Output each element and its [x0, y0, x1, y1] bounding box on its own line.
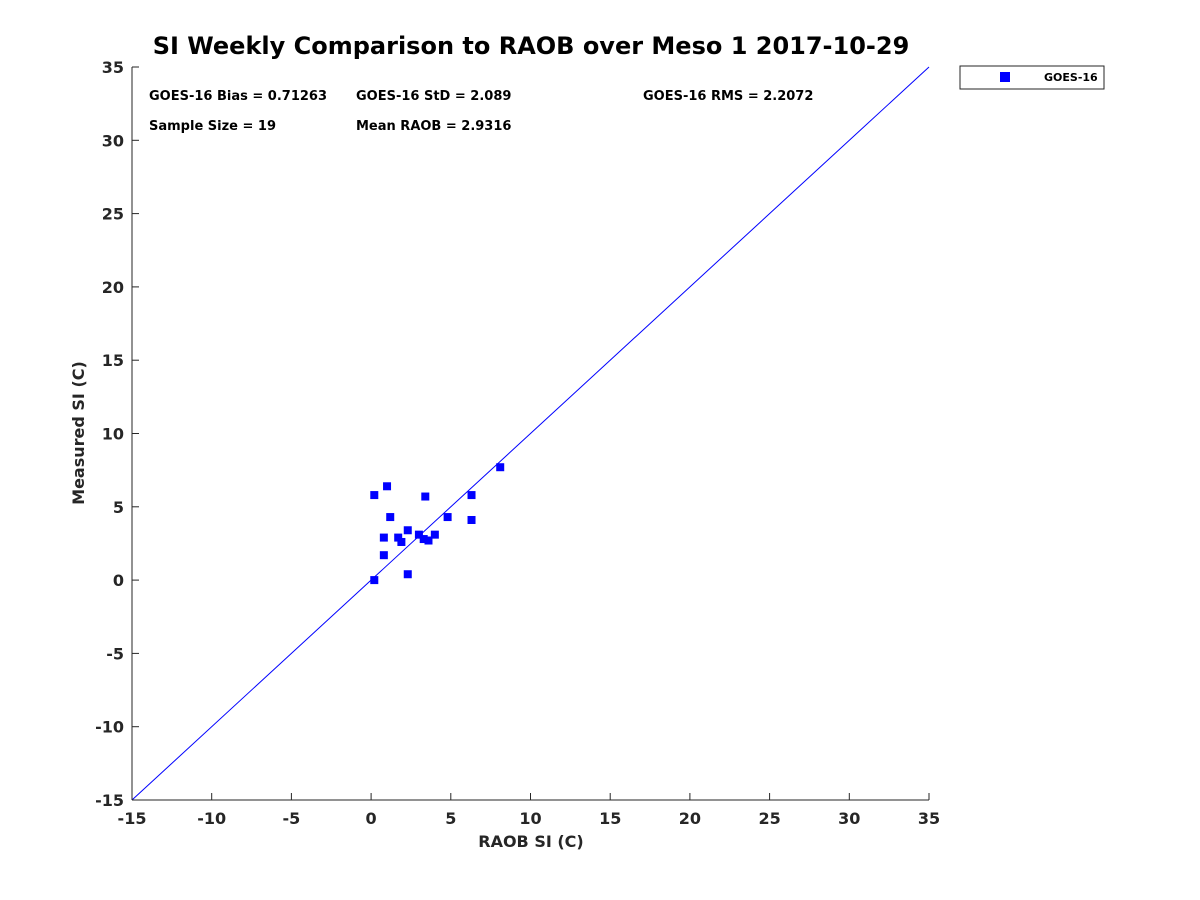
data-point [383, 482, 392, 491]
x-tick-label: 20 [679, 809, 701, 828]
y-tick-label: 20 [102, 278, 124, 297]
data-point [386, 513, 395, 522]
data-point [379, 533, 388, 542]
x-axis-label: RAOB SI (C) [478, 832, 583, 851]
data-point [397, 537, 406, 546]
x-tick-label: -5 [283, 809, 301, 828]
y-tick-label: -5 [106, 644, 124, 663]
x-tick-label: -15 [118, 809, 147, 828]
data-point [421, 492, 430, 501]
reference-line [131, 66, 930, 801]
x-tick-label: 10 [519, 809, 541, 828]
data-point [419, 535, 428, 544]
sample-size-annotation: Sample Size = 19 [149, 119, 276, 134]
legend-label-goes-16: GOES-16 [1044, 71, 1098, 84]
rms-annotation: GOES-16 RMS = 2.2072 [643, 89, 813, 104]
data-point [403, 526, 412, 535]
y-tick-label: -15 [95, 791, 124, 810]
std-annotation: GOES-16 StD = 2.089 [356, 89, 511, 104]
reference-line-group [131, 66, 930, 801]
x-tick-label: 35 [918, 809, 940, 828]
x-tick-label: 5 [445, 809, 456, 828]
x-ticks: -15 -10 -5 0 5 10 15 20 25 30 35 [118, 793, 940, 828]
data-point [467, 491, 476, 500]
y-tick-label: 30 [102, 131, 124, 150]
data-point [443, 513, 452, 522]
data-point [467, 515, 476, 524]
y-tick-label: 25 [102, 205, 124, 224]
legend: GOES-16 [959, 65, 1105, 90]
bias-annotation: GOES-16 Bias = 0.71263 [149, 89, 327, 104]
legend-marker-goes-16 [1000, 72, 1010, 82]
y-tick-label: 0 [113, 571, 124, 590]
y-axis-label: Measured SI (C) [69, 361, 88, 505]
x-tick-label: 15 [599, 809, 621, 828]
data-point [424, 536, 433, 545]
y-tick-label: -10 [95, 718, 124, 737]
data-point [430, 530, 439, 539]
y-tick-label: 5 [113, 498, 124, 517]
x-tick-label: 0 [366, 809, 377, 828]
x-tick-label: 30 [838, 809, 860, 828]
data-point [403, 570, 412, 579]
data-point [379, 551, 388, 560]
data-points [370, 463, 505, 585]
y-tick-label: 35 [102, 58, 124, 77]
data-point [414, 530, 423, 539]
x-tick-label: -10 [197, 809, 226, 828]
data-point [496, 463, 505, 472]
legend-box [959, 65, 1105, 90]
data-point [394, 533, 403, 542]
mean-raob-annotation: Mean RAOB = 2.9316 [356, 119, 511, 134]
chart-title: SI Weekly Comparison to RAOB over Meso 1… [153, 32, 910, 60]
y-tick-label: 15 [102, 351, 124, 370]
data-point [370, 491, 379, 500]
y-tick-label: 10 [102, 425, 124, 444]
y-ticks: -15 -10 -5 0 5 10 15 20 25 30 35 [95, 58, 139, 810]
x-tick-label: 25 [758, 809, 780, 828]
data-point [370, 576, 379, 585]
